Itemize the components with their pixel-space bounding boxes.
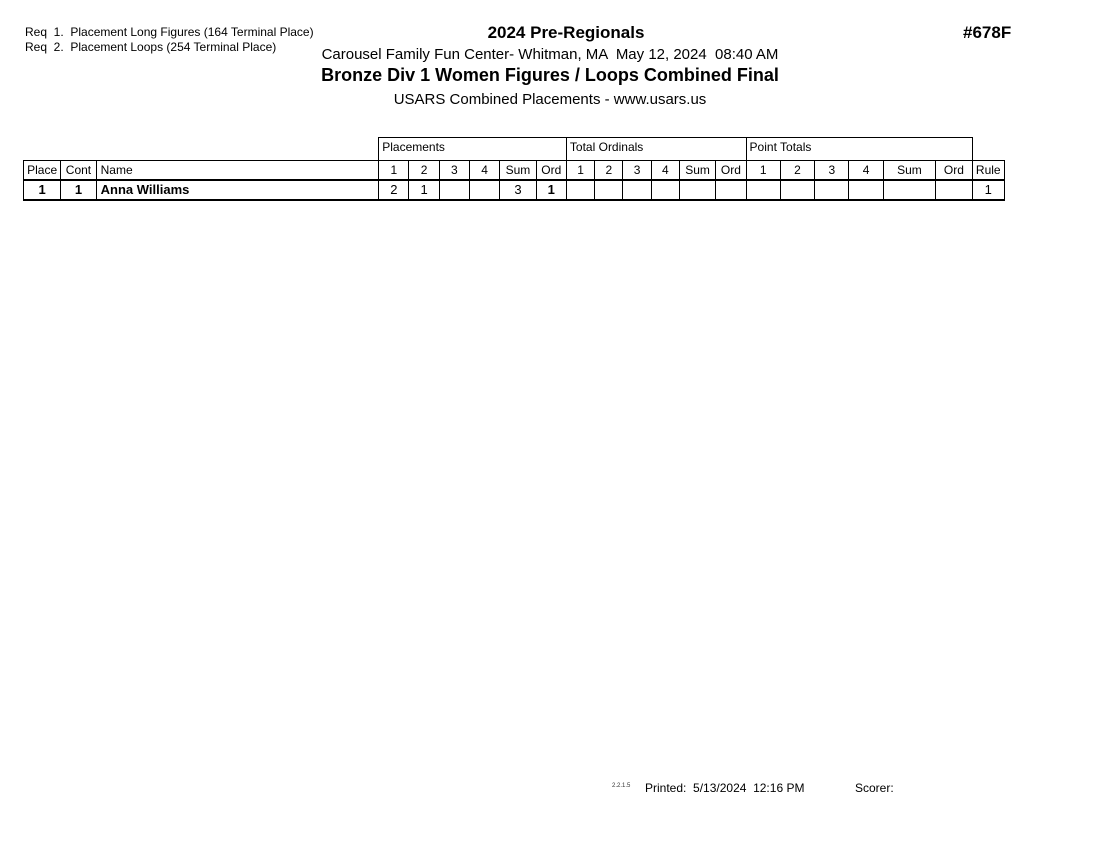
requirements-block: Req 1. Placement Long Figures (164 Termi… <box>25 25 314 55</box>
cell-ordinals-ord <box>715 178 747 201</box>
cell-cont: 1 <box>60 178 97 201</box>
cell-placements-2: 1 <box>408 178 440 201</box>
version-note: 2.2.1.5 <box>612 783 631 789</box>
col-header-placements-1: 1 <box>378 160 410 180</box>
cell-placements-ord: 1 <box>535 178 567 201</box>
req-line-1: Req 1. Placement Long Figures (164 Termi… <box>25 25 314 39</box>
col-header-ordinals-2: 2 <box>594 160 624 180</box>
col-header-ordinals-sum: Sum <box>678 160 717 180</box>
group-header-point-totals: Point Totals <box>745 137 973 161</box>
col-header-points-1: 1 <box>745 160 781 180</box>
col-header-placements-ord: Ord <box>535 160 567 180</box>
cell-ordinals-1 <box>565 178 596 201</box>
group-header-spacer-right <box>972 138 1004 161</box>
cell-points-2 <box>779 178 816 201</box>
cell-points-1 <box>745 178 781 201</box>
col-header-points-3: 3 <box>814 160 850 180</box>
scorer-label: Scorer: <box>855 781 894 795</box>
venue-date-line: Carousel Family Fun Center- Whitman, MA … <box>321 46 779 63</box>
placements-table: Placements Total Ordinals Point Totals P… <box>22 137 1006 201</box>
col-header-points-sum: Sum <box>882 160 937 180</box>
col-header-placements-3: 3 <box>438 160 471 180</box>
cell-placements-sum: 3 <box>499 178 537 201</box>
cell-points-ord <box>935 178 973 201</box>
cell-ordinals-3 <box>622 178 652 201</box>
group-header-placements: Placements <box>378 137 567 161</box>
col-header-placements-4: 4 <box>469 160 501 180</box>
printed-label: Printed: <box>645 781 687 795</box>
col-header-points-ord: Ord <box>935 160 973 180</box>
cell-placements-4 <box>469 178 501 201</box>
event-title: 2024 Pre-Regionals <box>487 23 645 42</box>
col-header-cont: Cont <box>60 160 97 180</box>
col-header-place: Place <box>22 160 62 180</box>
column-header-row: Place Cont Name 1 2 3 4 Sum Ord 1 2 3 4 … <box>22 160 1006 180</box>
group-header-row: Placements Total Ordinals Point Totals <box>24 137 1005 161</box>
cell-rule: 1 <box>971 178 1006 201</box>
event-number: #678F <box>963 23 1012 42</box>
group-header-total-ordinals: Total Ordinals <box>565 137 747 161</box>
cell-points-4 <box>848 178 884 201</box>
group-header-spacer-left <box>24 138 379 161</box>
col-header-ordinals-1: 1 <box>565 160 596 180</box>
cell-placements-1: 2 <box>378 178 410 201</box>
cell-skater-name: Anna Williams <box>95 178 380 201</box>
col-header-ordinals-3: 3 <box>622 160 652 180</box>
col-header-points-2: 2 <box>779 160 816 180</box>
cell-points-3 <box>814 178 850 201</box>
col-header-ordinals-ord: Ord <box>715 160 747 180</box>
col-header-placements-2: 2 <box>408 160 440 180</box>
division-title: Bronze Div 1 Women Figures / Loops Combi… <box>321 65 779 85</box>
cell-ordinals-4 <box>650 178 680 201</box>
col-header-rule: Rule <box>971 160 1006 180</box>
result-row: 1 1 Anna Williams 2 1 3 1 1 <box>22 178 1006 201</box>
col-header-placements-sum: Sum <box>499 160 537 180</box>
col-header-ordinals-4: 4 <box>650 160 680 180</box>
cell-points-sum <box>882 178 937 201</box>
col-header-name: Name <box>95 160 380 180</box>
cell-place: 1 <box>22 178 62 201</box>
printed-datetime: 5/13/2024 12:16 PM <box>693 781 805 795</box>
cell-placements-3 <box>438 178 471 201</box>
cell-ordinals-sum <box>678 178 717 201</box>
cell-ordinals-2 <box>594 178 624 201</box>
printed-line: Printed: 5/13/2024 12:16 PM <box>645 781 804 795</box>
col-header-points-4: 4 <box>848 160 884 180</box>
report-subtitle: USARS Combined Placements - www.usars.us <box>393 91 707 108</box>
req-line-2: Req 2. Placement Loops (254 Terminal Pla… <box>25 40 277 54</box>
results-table: Placements Total Ordinals Point Totals P… <box>22 137 1006 201</box>
